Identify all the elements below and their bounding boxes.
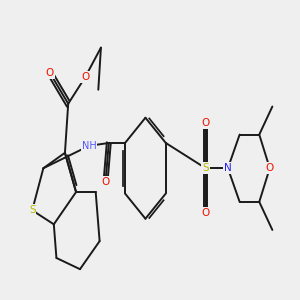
Text: O: O: [101, 177, 110, 187]
Text: O: O: [202, 118, 210, 128]
Text: S: S: [202, 163, 209, 173]
Text: N: N: [224, 163, 232, 173]
Text: O: O: [46, 68, 54, 78]
Text: O: O: [202, 208, 210, 218]
Text: O: O: [266, 163, 274, 173]
Text: S: S: [29, 205, 35, 215]
Text: O: O: [81, 72, 89, 82]
Text: NH: NH: [82, 141, 97, 151]
